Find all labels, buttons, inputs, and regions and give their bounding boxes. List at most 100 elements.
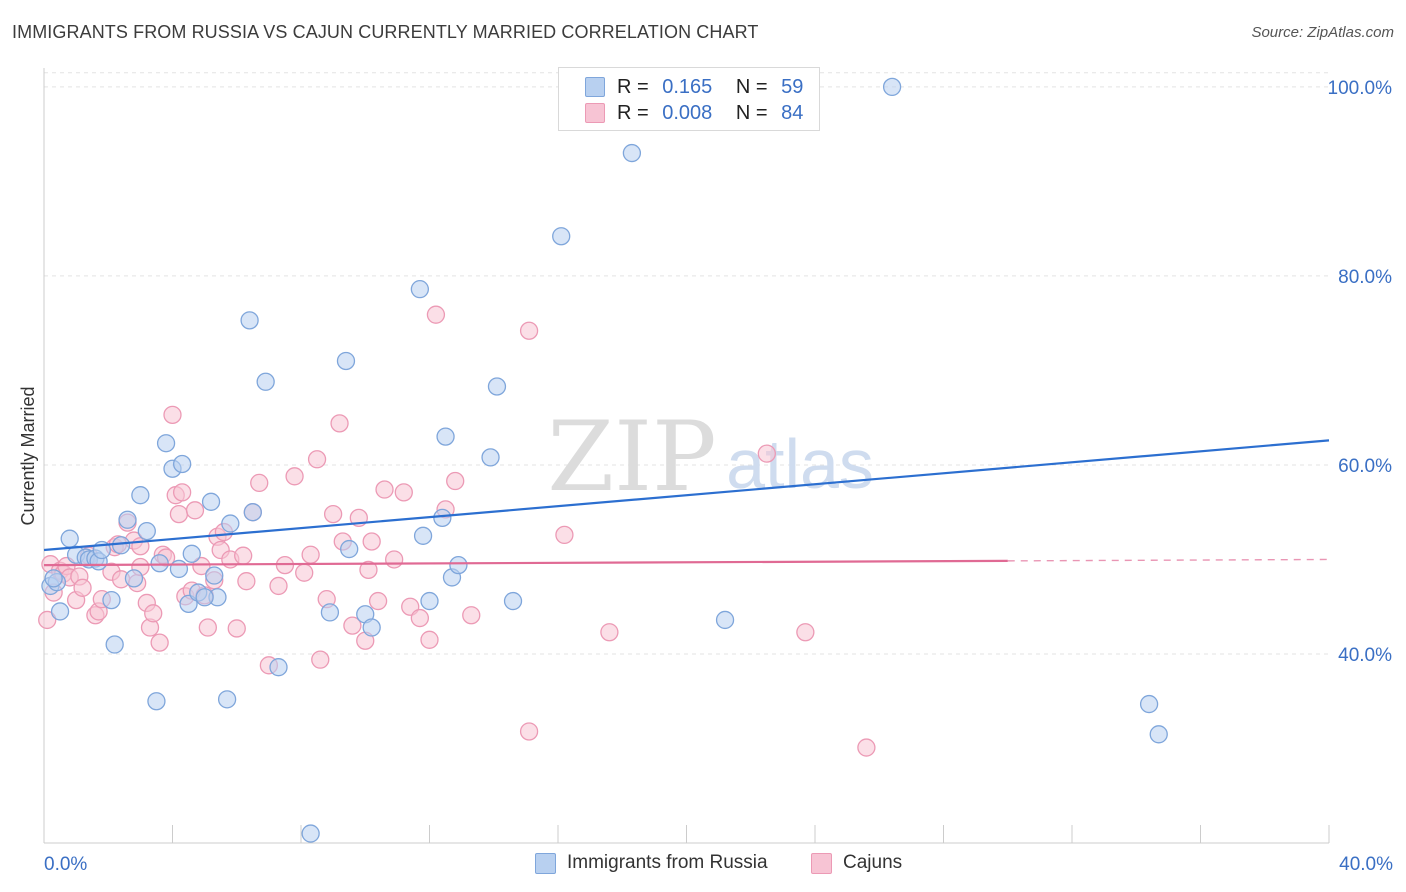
- russia-point: [487, 377, 507, 396]
- russia-point: [124, 569, 144, 588]
- cajun-point: [38, 610, 57, 630]
- legend-r-value-russia: 0.165: [662, 76, 713, 98]
- russia-point: [413, 526, 433, 545]
- russia-point: [150, 554, 169, 573]
- russia-point: [243, 503, 262, 522]
- russia-point: [503, 591, 523, 611]
- cajun-point: [144, 604, 163, 623]
- russia-point: [195, 588, 214, 607]
- legend-r-label: R =: [617, 76, 649, 98]
- russia-points: [41, 77, 1168, 843]
- cajun-point: [172, 483, 192, 502]
- watermark-atlas-text: atlas: [726, 425, 874, 503]
- russia-point: [336, 351, 356, 371]
- russia-point: [362, 618, 381, 637]
- russia-point: [221, 514, 240, 533]
- cajun-point: [227, 619, 246, 638]
- correlation-legend: R = 0.165 N = 59 R = 0.008 N = 84: [558, 67, 820, 131]
- trend-lines: [43, 439, 1330, 567]
- cajun-point: [295, 563, 314, 582]
- cajun-point: [307, 450, 327, 469]
- cajun-point: [150, 633, 169, 652]
- russia-point: [60, 529, 79, 548]
- cajuns-points: [38, 305, 876, 757]
- russia-point: [436, 427, 455, 446]
- x-tick-label: 40.0%: [1339, 854, 1393, 875]
- legend-n-value-russia: 59: [781, 76, 804, 98]
- chart-title: IMMIGRANTS FROM RUSSIA VS CAJUN CURRENTL…: [12, 22, 759, 42]
- watermark-zip-text: ZIP: [547, 401, 716, 513]
- cajun-point: [519, 321, 539, 340]
- legend-r-label: R =: [617, 102, 649, 124]
- cajun-point: [311, 650, 330, 669]
- cajun-point: [757, 444, 776, 463]
- x-tick-label: 0.0%: [44, 854, 87, 875]
- russia-trend-line: [43, 439, 1330, 552]
- cajun-point: [600, 623, 619, 642]
- cajun-point: [796, 623, 815, 642]
- cajun-point: [237, 572, 256, 591]
- cajun-point: [555, 525, 574, 545]
- cajun-point: [857, 738, 876, 757]
- russia-point: [882, 77, 902, 97]
- russia-point: [111, 536, 131, 555]
- cajun-point: [446, 471, 465, 491]
- legend-n-label: N =: [735, 102, 768, 124]
- y-tick-label: 80.0%: [1338, 267, 1392, 288]
- grid-lines: [44, 72, 1329, 655]
- cajun-point: [163, 405, 182, 425]
- russia-legend-swatch: [535, 853, 556, 874]
- y-tick-label: 100.0%: [1328, 78, 1393, 99]
- russia-point: [201, 492, 221, 511]
- russia-point: [481, 448, 500, 467]
- russia-point: [269, 658, 288, 677]
- cajun-point: [250, 473, 269, 493]
- russia-point: [102, 590, 121, 610]
- legend-n-label: N =: [735, 76, 768, 98]
- russia-point: [240, 311, 259, 330]
- cajuns-legend-swatch: [811, 853, 832, 874]
- cajun-point: [420, 630, 439, 649]
- russia-point: [50, 602, 70, 621]
- russia-point: [256, 372, 275, 391]
- russia-point: [172, 454, 192, 474]
- y-tick-label: 60.0%: [1338, 456, 1392, 477]
- russia-point: [131, 486, 150, 505]
- cajun-point: [169, 504, 189, 524]
- russia-point: [1149, 725, 1168, 744]
- russia-point: [147, 692, 166, 711]
- watermark: ZIP atlas: [547, 401, 874, 513]
- russia-point: [420, 591, 439, 611]
- cajun-point: [269, 576, 288, 596]
- russia-point: [340, 539, 359, 559]
- cajun-point: [323, 504, 343, 524]
- cajuns-trend-line-extension: [1007, 558, 1330, 562]
- russia-point: [552, 227, 571, 246]
- legend-r-value-cajuns: 0.008: [662, 102, 713, 124]
- cajun-point: [301, 545, 320, 564]
- cajun-point: [234, 546, 253, 565]
- russia-point: [410, 280, 430, 299]
- cajun-point: [343, 616, 362, 635]
- y-tick-label: 40.0%: [1338, 645, 1392, 666]
- cajun-point: [410, 608, 430, 628]
- russia-point: [137, 521, 156, 541]
- russia-point: [217, 690, 237, 709]
- cajun-point: [394, 483, 413, 502]
- cajun-point: [185, 501, 205, 520]
- russia-swatch: [585, 77, 605, 97]
- russia-point: [156, 434, 176, 453]
- source-label: Source: ZipAtlas.com: [1251, 24, 1394, 41]
- cajun-point: [462, 606, 481, 625]
- russia-point: [118, 510, 137, 529]
- cajun-point: [385, 550, 404, 569]
- cajun-point: [426, 305, 446, 324]
- cajun-point: [359, 560, 378, 580]
- cajun-point: [368, 591, 388, 611]
- russia-point: [182, 544, 201, 563]
- russia-point: [1139, 694, 1159, 714]
- cajun-point: [192, 556, 211, 576]
- russia-point: [44, 569, 63, 588]
- russia-point: [433, 508, 452, 528]
